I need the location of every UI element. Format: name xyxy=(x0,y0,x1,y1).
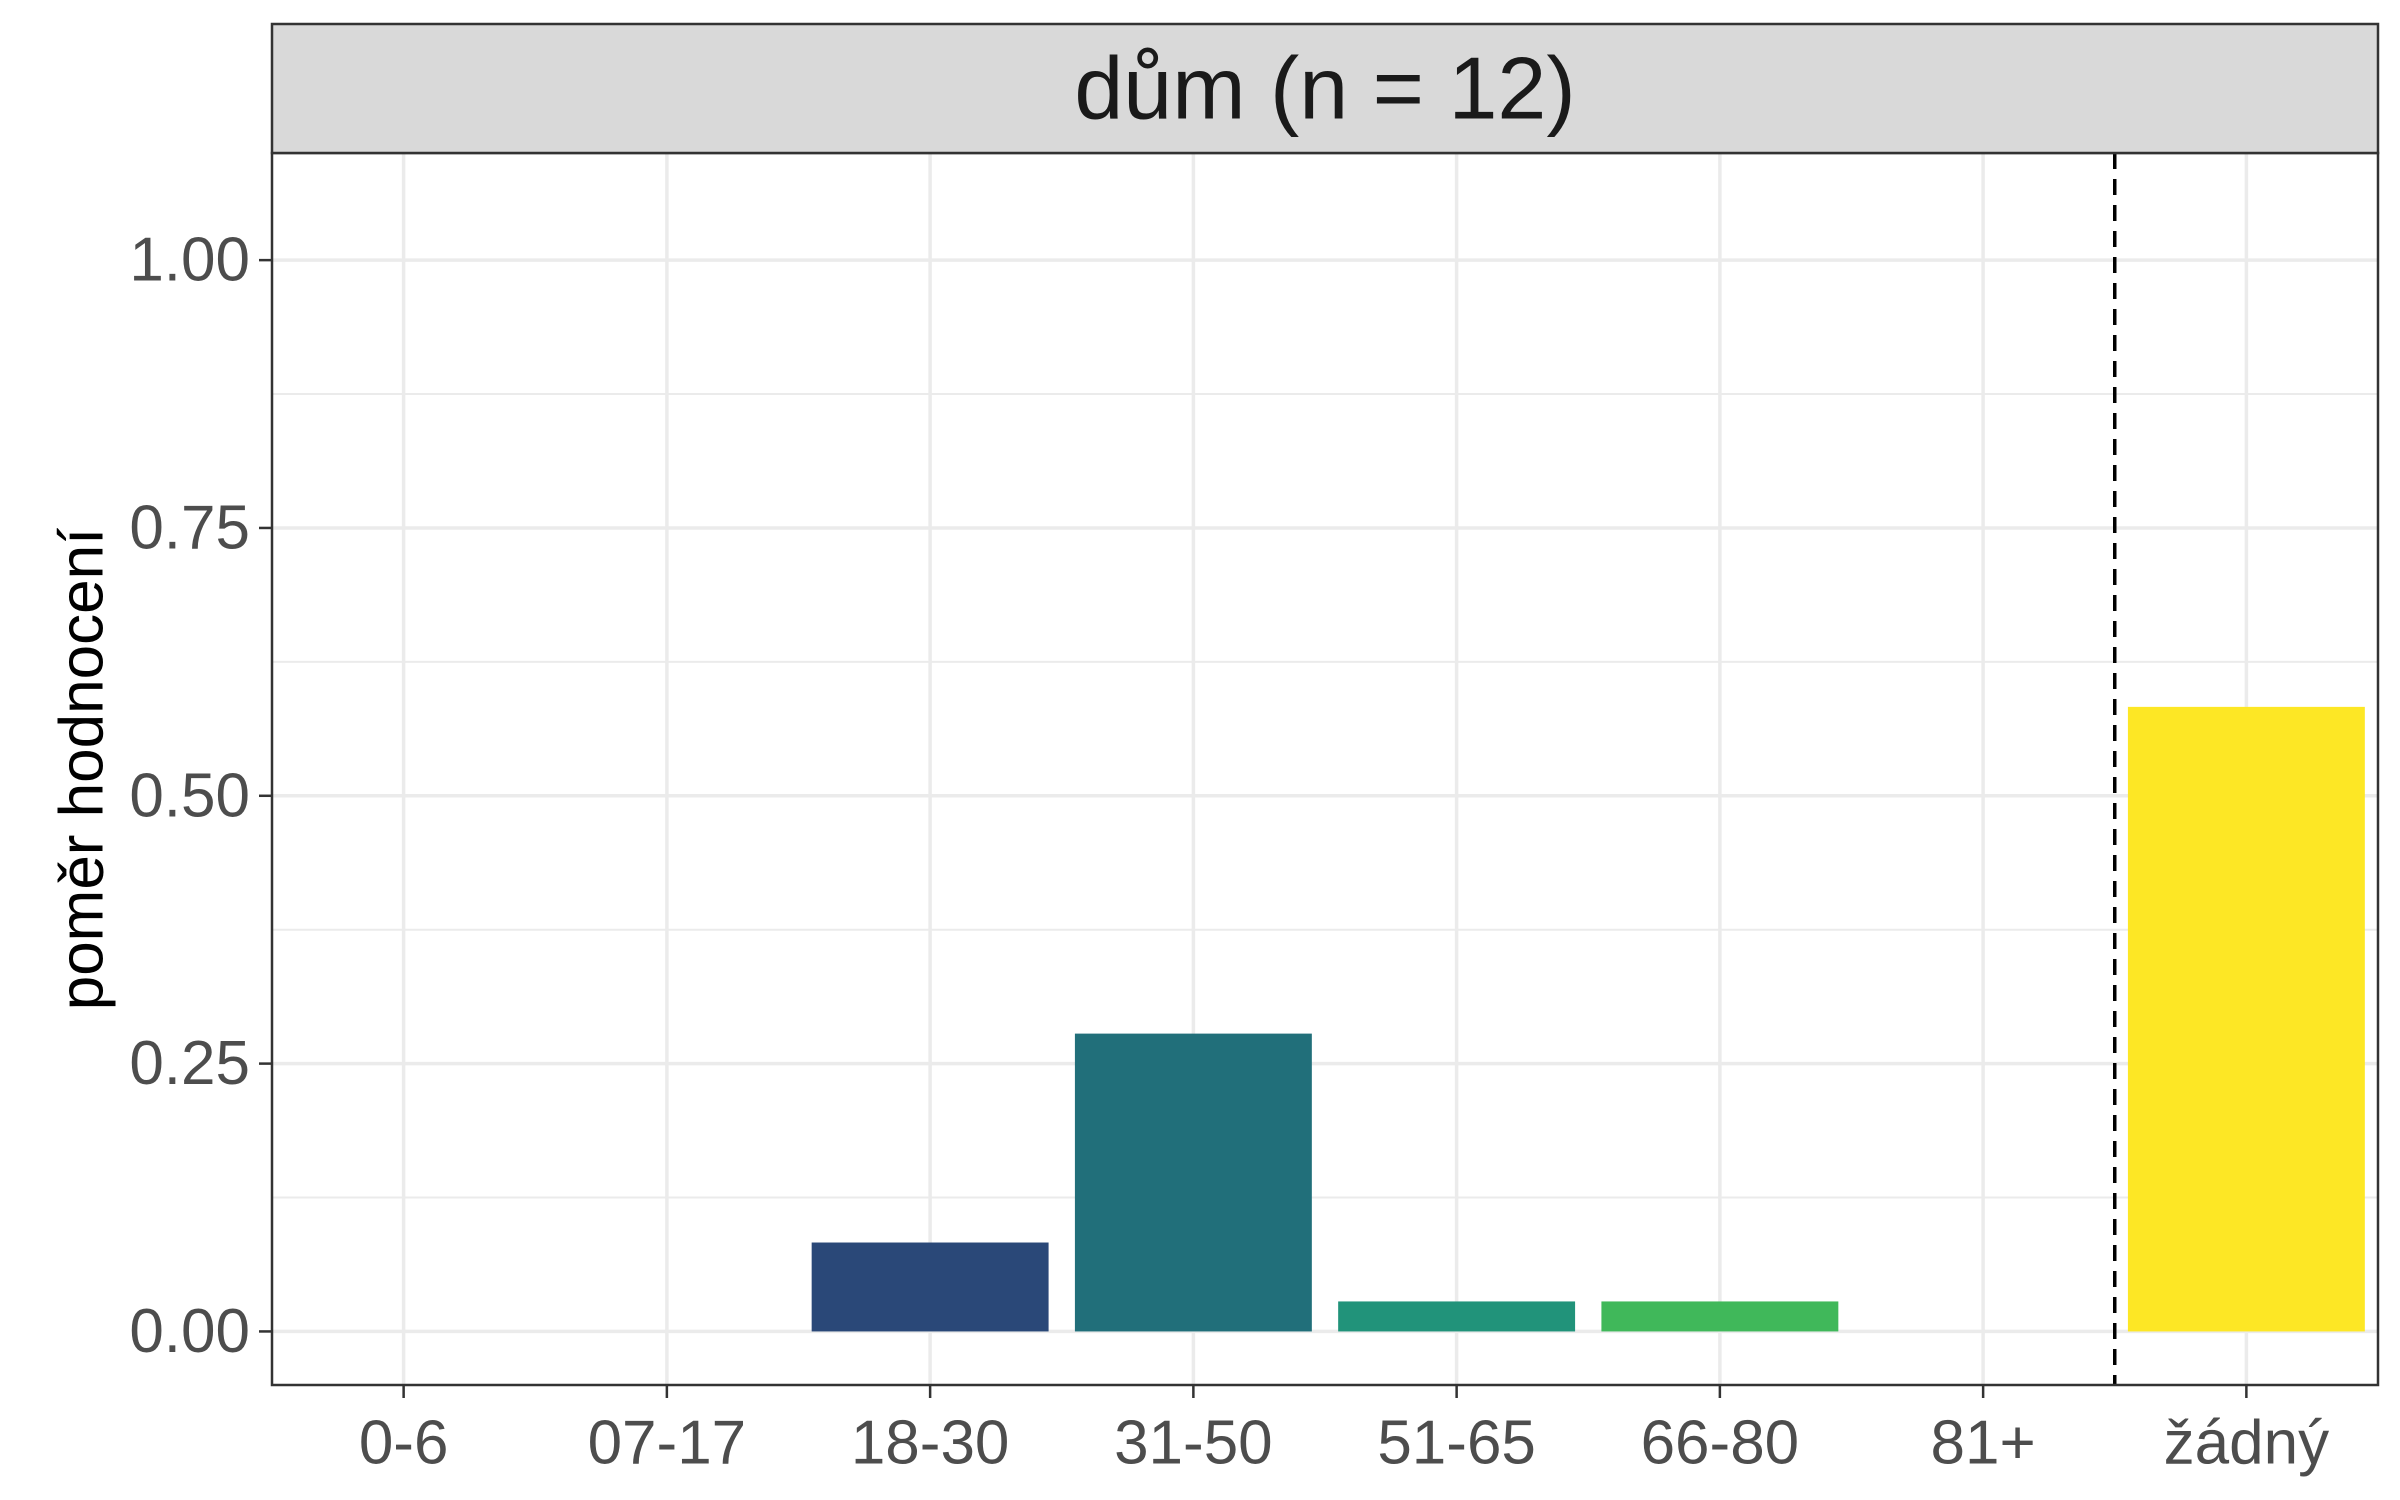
x-tick-label: 07-17 xyxy=(588,1409,747,1478)
facet-strip xyxy=(270,22,2380,155)
x-axis: 0-6 07-17 18-30 31-50 51-65 66-80 81+ žádný xyxy=(359,1385,2329,1478)
y-axis-title: poměr hodnocení xyxy=(48,528,117,1011)
bar-18-30 xyxy=(811,1242,1049,1332)
x-tick-label: 31-50 xyxy=(1114,1409,1273,1478)
y-axis: 0.00 0.25 0.50 0.75 1.00 xyxy=(129,226,272,1366)
x-tick-label: 0-6 xyxy=(359,1409,449,1478)
x-tick-label: žádný xyxy=(2164,1409,2329,1478)
plot-background xyxy=(272,153,2378,1385)
y-tick-label: 1.00 xyxy=(129,226,250,295)
bars xyxy=(811,706,2365,1332)
x-tick-label: 81+ xyxy=(1931,1409,2036,1478)
y-tick-label: 0.00 xyxy=(129,1297,250,1366)
y-tick-label: 0.25 xyxy=(129,1029,250,1098)
x-tick-label: 66-80 xyxy=(1641,1409,1800,1478)
bar-31-50 xyxy=(1074,1033,1312,1332)
bar-66-80 xyxy=(1601,1301,1839,1332)
y-tick-label: 0.50 xyxy=(129,761,250,830)
x-tick-label: 18-30 xyxy=(851,1409,1010,1478)
y-tick-label: 0.75 xyxy=(129,493,250,562)
bar-51-65 xyxy=(1338,1301,1576,1332)
bar-žádný xyxy=(2127,706,2365,1332)
x-tick-label: 51-65 xyxy=(1377,1409,1536,1478)
minor-gridlines xyxy=(272,393,2378,1199)
chart-title: dům (n = 12) xyxy=(1074,39,1575,138)
